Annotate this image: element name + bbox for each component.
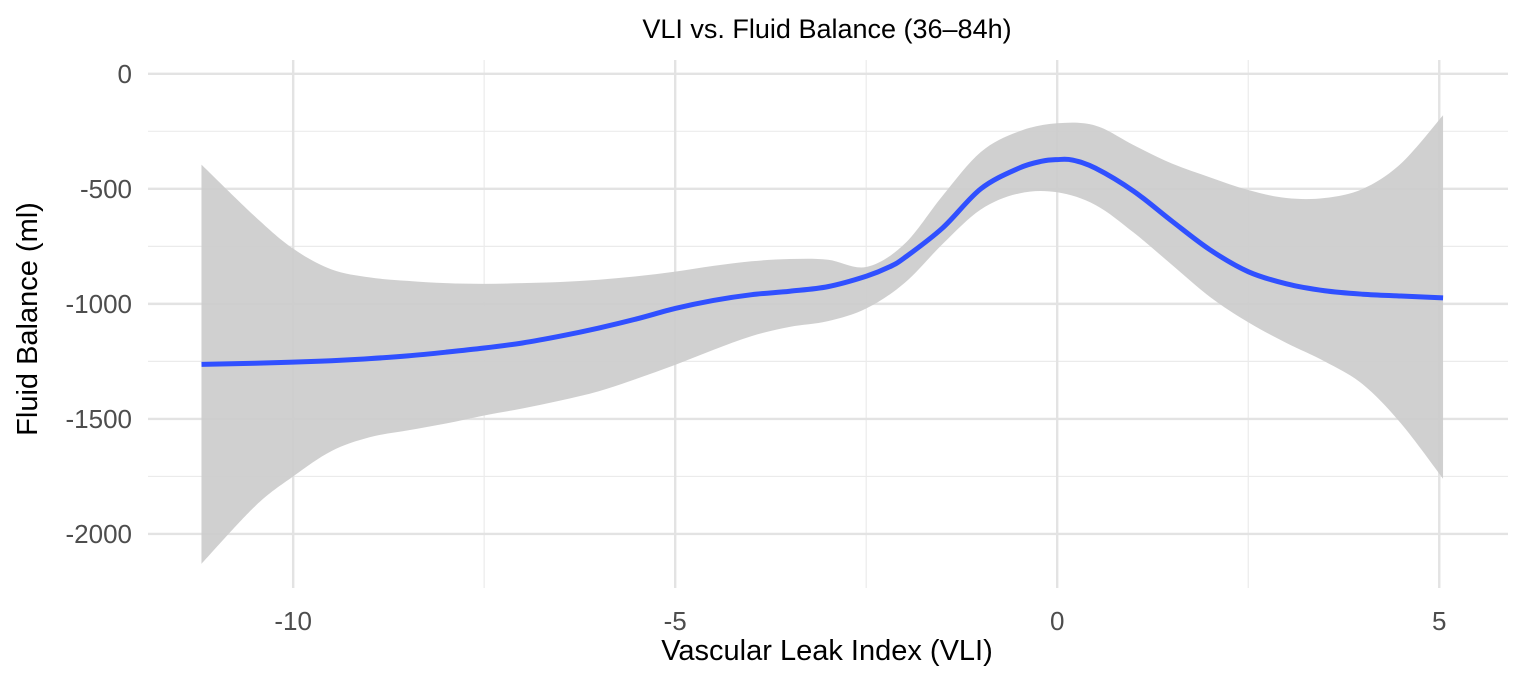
- y-tick-label: -1500: [66, 404, 133, 434]
- confidence-band-layer: [201, 115, 1444, 564]
- y-tick-label: 0: [118, 59, 132, 89]
- x-tick-label: 5: [1432, 606, 1446, 636]
- x-tick-label: -5: [664, 606, 687, 636]
- x-tick-label: 0: [1050, 606, 1064, 636]
- confidence-band: [201, 115, 1444, 564]
- x-tick-label: -10: [274, 606, 312, 636]
- tick-labels: -10 -5 0 5 0 -500 -1000 -1500 -2000: [66, 59, 1447, 636]
- x-axis-title: Vascular Leak Index (VLI): [661, 635, 993, 667]
- y-axis-title: Fluid Balance (ml): [12, 202, 44, 436]
- fit-line: [201, 156, 1444, 367]
- chart-title: VLI vs. Fluid Balance (36–84h): [642, 14, 1011, 44]
- y-tick-label: -500: [80, 174, 132, 204]
- fit-line-layer: [201, 156, 1444, 367]
- y-tick-label: -2000: [66, 519, 133, 549]
- y-tick-label: -1000: [66, 289, 133, 319]
